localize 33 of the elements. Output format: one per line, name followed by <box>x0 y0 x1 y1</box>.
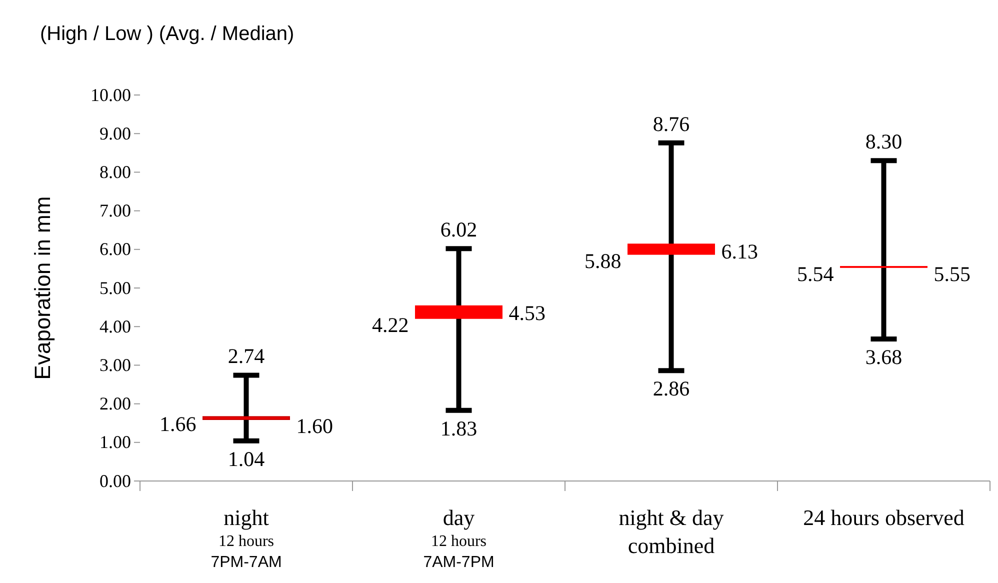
y-tick-label: 9.00 <box>100 123 131 144</box>
annotation: 2.86 <box>652 376 690 401</box>
x-tick-label: night 12 hours 7PM-7AM <box>210 505 282 571</box>
annotation: 2.74 <box>228 344 266 368</box>
annotation: 5.54 <box>797 262 834 286</box>
annotation: 8.30 <box>865 130 902 154</box>
y-tick-label: 10.00 <box>90 84 131 105</box>
x-tick-label: 24 hours observed <box>803 505 964 530</box>
annotation: 8.76 <box>652 112 690 136</box>
y-tick-label: 3.00 <box>100 354 131 375</box>
x-tick-label: day 12 hours 7AM-7PM <box>423 505 494 571</box>
y-tick-label: 2.00 <box>100 394 131 414</box>
y-tick-label: 1.00 <box>100 432 131 452</box>
annotation: 4.53 <box>508 301 546 326</box>
annotation: 4.22 <box>372 313 409 338</box>
y-tick-label: 5.00 <box>100 278 131 298</box>
chart-title: (High / Low ) (Avg. / Median) <box>40 23 294 45</box>
x-tick-label: night & day combined <box>618 505 724 558</box>
annotation: 1.66 <box>160 412 196 436</box>
y-tick-label: 7.00 <box>100 200 131 221</box>
y-tick-label: 6.00 <box>100 239 131 260</box>
y-axis-title: Evaporation in mm <box>30 196 55 380</box>
annotation: 3.68 <box>865 344 902 369</box>
y-tick-label: 4.00 <box>100 316 131 336</box>
annotation: 6.02 <box>440 218 478 242</box>
annotation: 6.13 <box>721 239 758 264</box>
y-tick-label: 8.00 <box>100 162 131 182</box>
annotation: 1.83 <box>440 416 478 440</box>
y-tick-label: 0.00 <box>100 470 131 491</box>
annotation: 5.55 <box>934 262 970 286</box>
annotation: 1.04 <box>228 446 266 471</box>
annotation: 5.88 <box>584 249 622 274</box>
annotation: 1.60 <box>296 414 333 438</box>
